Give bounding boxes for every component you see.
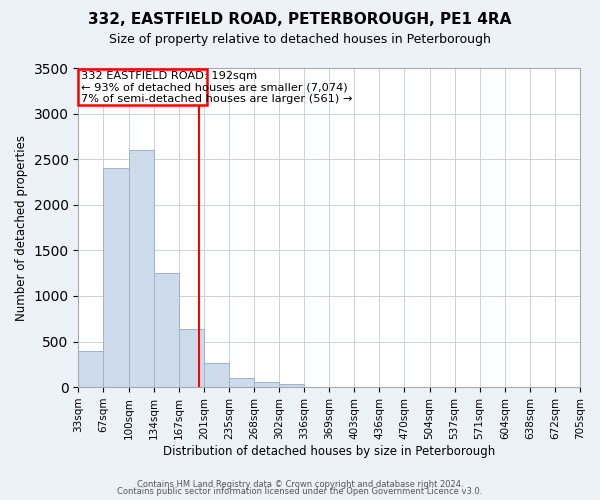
Bar [128,150,154,387]
Bar [103,168,128,387]
Bar [154,273,179,387]
Text: 7% of semi-detached houses are larger (561) →: 7% of semi-detached houses are larger (5… [82,94,353,104]
FancyBboxPatch shape [79,70,207,105]
Bar [279,384,304,387]
Y-axis label: Number of detached properties: Number of detached properties [15,134,28,320]
Bar [179,328,204,387]
Bar [79,350,103,387]
Text: Contains HM Land Registry data © Crown copyright and database right 2024.: Contains HM Land Registry data © Crown c… [137,480,463,489]
Text: ← 93% of detached houses are smaller (7,074): ← 93% of detached houses are smaller (7,… [82,82,348,92]
Text: 332 EASTFIELD ROAD: 192sqm: 332 EASTFIELD ROAD: 192sqm [82,71,257,81]
Text: Contains public sector information licensed under the Open Government Licence v3: Contains public sector information licen… [118,488,482,496]
Text: Size of property relative to detached houses in Peterborough: Size of property relative to detached ho… [109,32,491,46]
Text: 332, EASTFIELD ROAD, PETERBOROUGH, PE1 4RA: 332, EASTFIELD ROAD, PETERBOROUGH, PE1 4… [88,12,512,28]
Bar [254,382,279,387]
X-axis label: Distribution of detached houses by size in Peterborough: Distribution of detached houses by size … [163,444,496,458]
Bar [204,364,229,387]
Bar [229,378,254,387]
